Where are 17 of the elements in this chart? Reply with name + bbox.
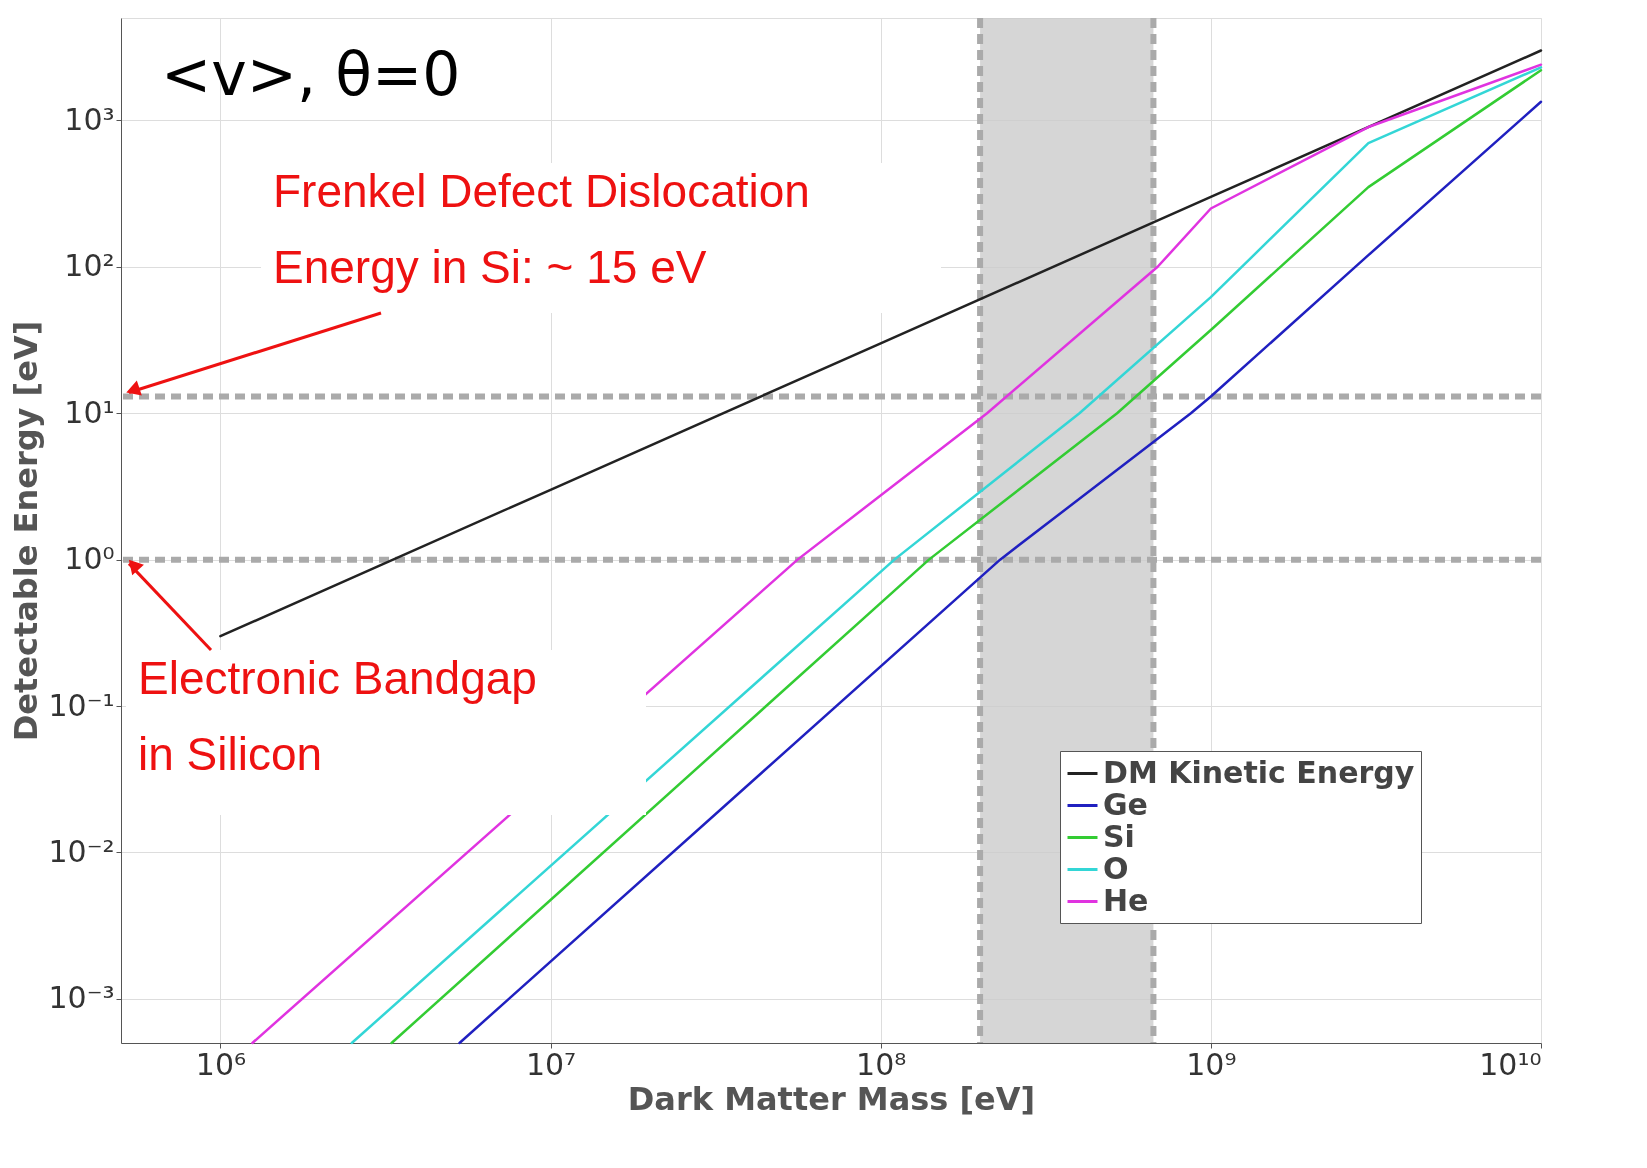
- x-tick-label: 10⁶: [195, 1046, 246, 1082]
- x-tick-label: 10⁷: [525, 1046, 577, 1082]
- y-tick-label: 10²: [64, 248, 115, 284]
- y-tick-label: 10⁻³: [48, 980, 115, 1016]
- y-axis-title: Detectable Energy [eV]: [7, 320, 46, 742]
- x-axis-title: Dark Matter Mass [eV]: [627, 1079, 1036, 1118]
- x-tick-label: 10¹⁰: [1479, 1046, 1542, 1082]
- ref-line-label: Frenkel Defect Dislocation Energy in Si: ~ 15 eV: [273, 165, 810, 293]
- x-tick-label: 10⁹: [1186, 1046, 1237, 1082]
- y-tick-label: 10⁻¹: [48, 687, 115, 723]
- y-tick-label: 10⁻²: [48, 833, 115, 869]
- annotation: <v>, θ=0: [161, 39, 461, 109]
- x-tick-label: 10⁸: [856, 1046, 907, 1082]
- y-tick-label: 10³: [64, 101, 115, 137]
- y-tick-label: 10¹: [64, 394, 115, 430]
- ref-line-label: Electronic Bandgap in Silicon: [138, 652, 537, 780]
- y-tick-label: 10⁰: [64, 541, 115, 577]
